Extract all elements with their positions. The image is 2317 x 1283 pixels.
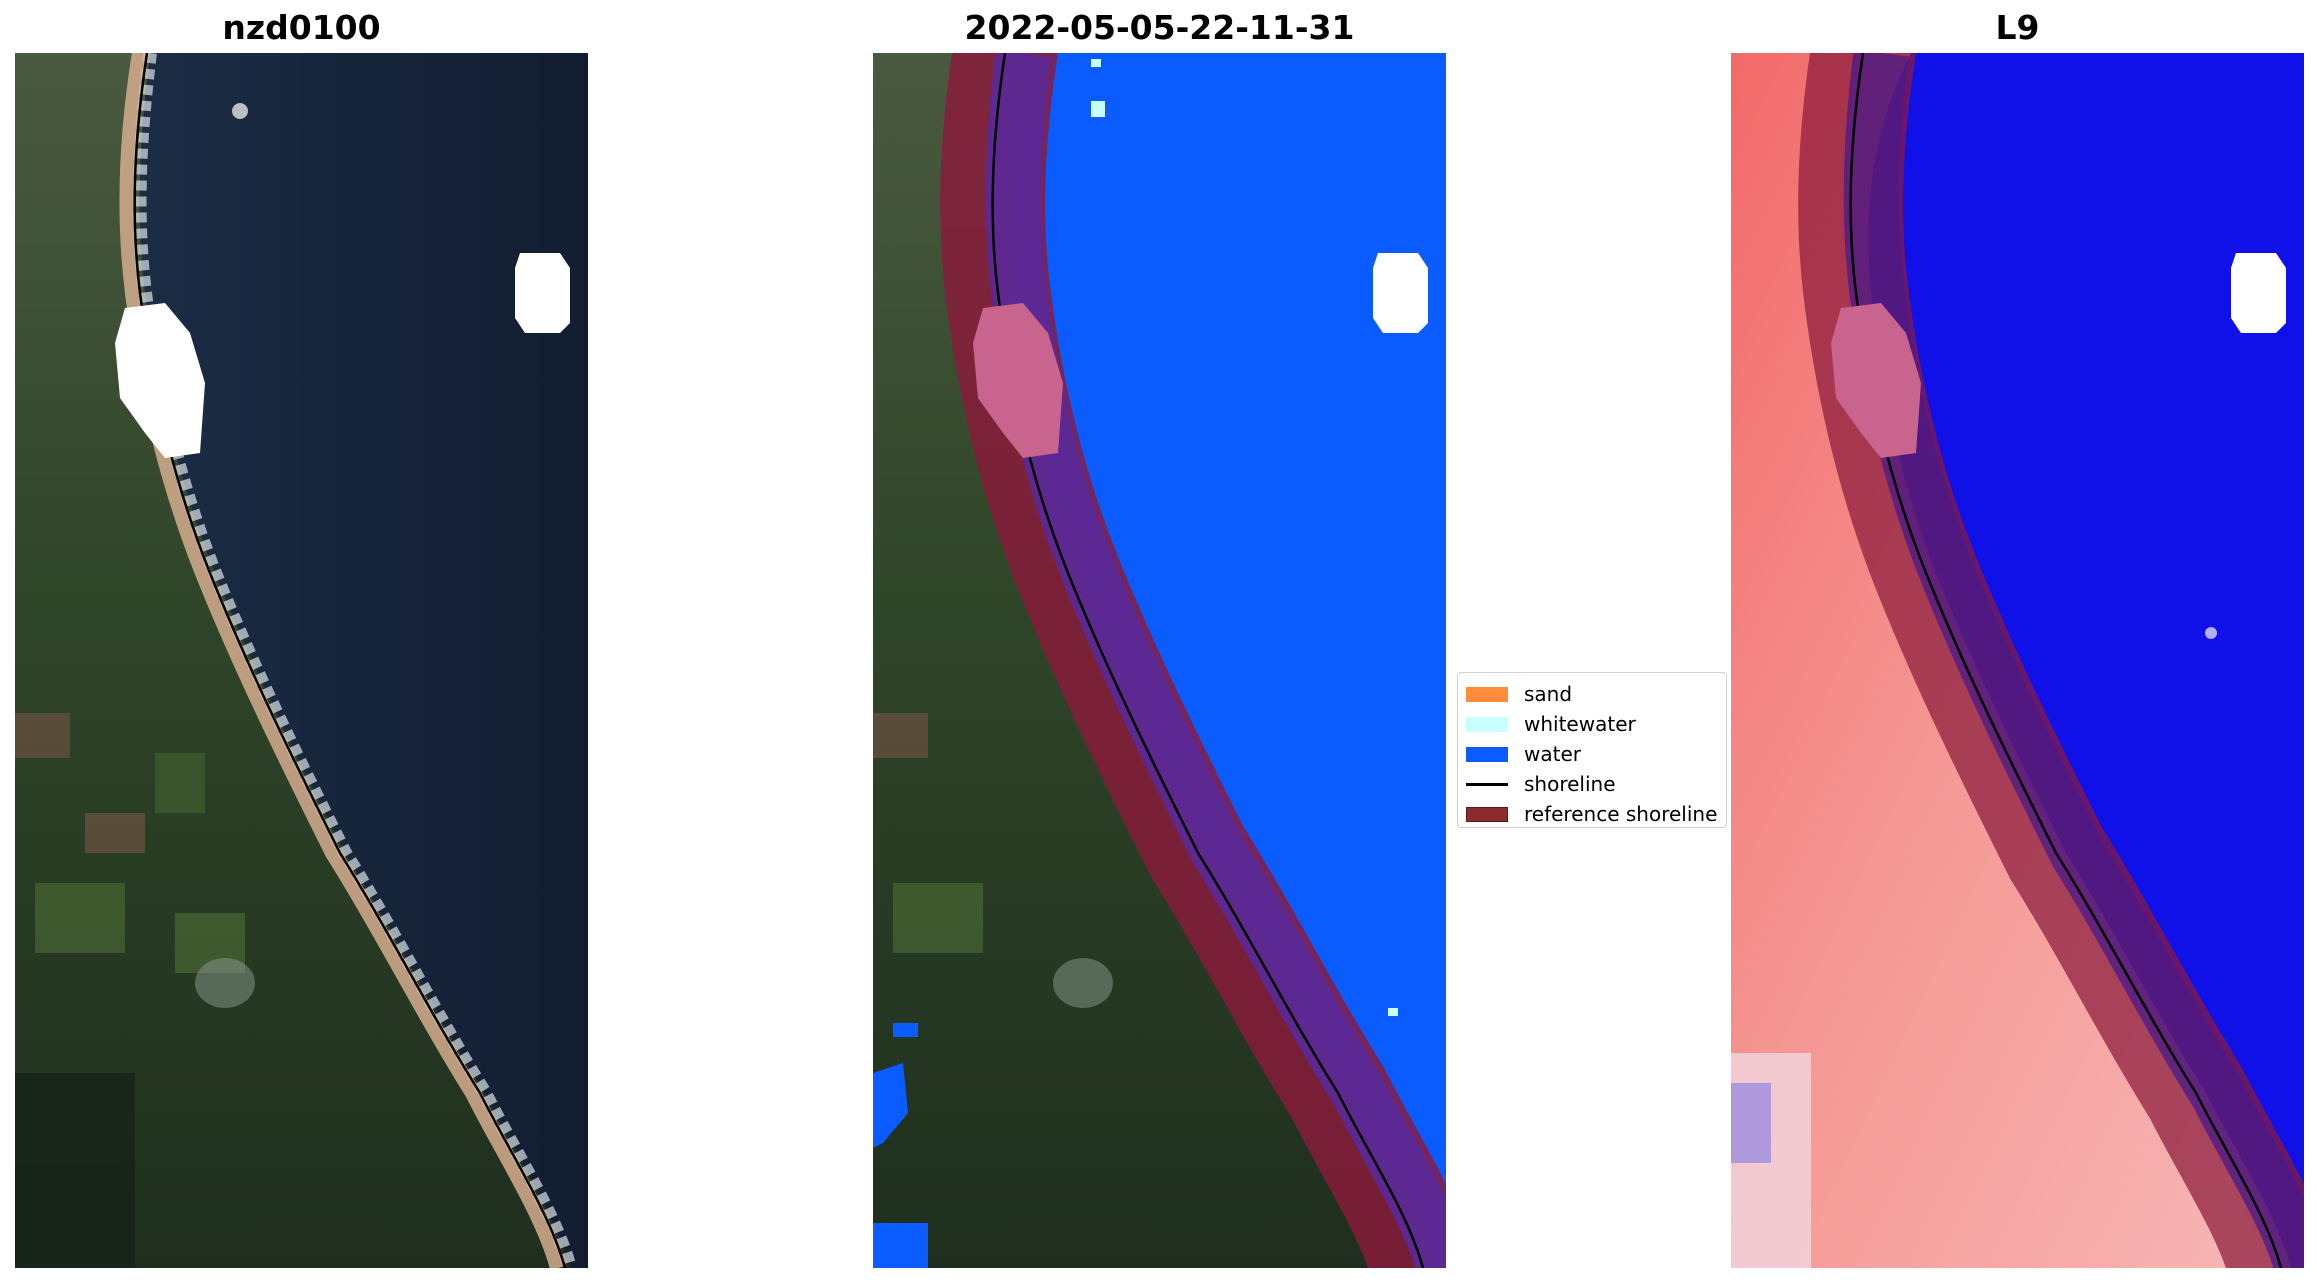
panel-title-index: L9 [1995, 8, 2040, 47]
legend-item-reference-shoreline: reference shoreline [1466, 799, 1718, 829]
legend-label-whitewater: whitewater [1524, 712, 1636, 736]
index-image [1731, 53, 2304, 1268]
classified-image-panel [873, 53, 1446, 1268]
sand-swatch [1466, 686, 1508, 702]
legend-item-whitewater: whitewater [1466, 709, 1718, 739]
panel-title-rgb: nzd0100 [222, 8, 381, 47]
classified-image [873, 53, 1446, 1268]
legend-label-water: water [1524, 742, 1581, 766]
reference-shoreline-swatch [1466, 806, 1508, 822]
legend-item-shoreline: shoreline [1466, 769, 1718, 799]
shoreline-line-swatch [1466, 782, 1508, 786]
legend-item-water: water [1466, 739, 1718, 769]
legend-label-shoreline: shoreline [1524, 772, 1616, 796]
legend: sand whitewater water shoreline referenc… [1457, 672, 1727, 828]
whitewater-swatch [1466, 716, 1508, 732]
rgb-satellite-image [15, 53, 588, 1268]
legend-item-sand: sand [1466, 679, 1718, 709]
index-image-panel [1731, 53, 2304, 1268]
water-swatch [1466, 746, 1508, 762]
legend-label-reference-shoreline: reference shoreline [1524, 802, 1718, 826]
panel-title-classified: 2022-05-05-22-11-31 [964, 8, 1355, 47]
rgb-image-panel [15, 53, 588, 1268]
legend-label-sand: sand [1524, 682, 1573, 706]
